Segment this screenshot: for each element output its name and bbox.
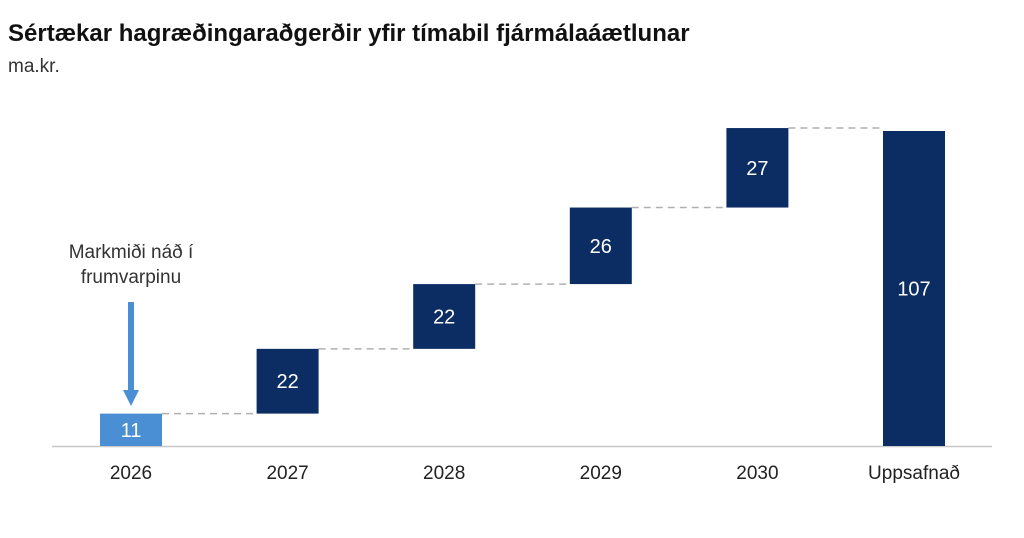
bar-2028: [413, 284, 476, 349]
bar-value-label: 11: [121, 420, 142, 442]
bar-value-label: 27: [746, 158, 768, 180]
bar-value-label: 22: [276, 371, 298, 393]
x-tick-label: 2028: [423, 463, 465, 484]
chart-title: Sértækar hagræðingaraðgerðir yfir tímabi…: [8, 20, 690, 47]
annotation-arrow-head: [123, 390, 139, 406]
bar-value-label: 26: [590, 236, 612, 258]
x-tick-label: Uppsafnað: [868, 463, 960, 484]
chart-unit-label: ma.kr.: [8, 56, 60, 77]
x-tick-label: 2029: [580, 463, 622, 484]
bar-value-label: 107: [897, 279, 930, 301]
bar-Uppsafnað: [883, 131, 945, 446]
annotation-text: Markmiði náð í: [69, 242, 194, 263]
bar-2029: [569, 207, 632, 285]
x-tick-label: 2030: [736, 463, 778, 484]
annotation-text: frumvarpinu: [81, 267, 181, 288]
x-tick-label: 2027: [266, 463, 308, 484]
bar-2026: [100, 413, 162, 446]
x-tick-label: 2026: [110, 463, 152, 484]
bar-2030: [726, 128, 789, 208]
bar-value-label: 22: [433, 306, 455, 328]
bar-2027: [256, 348, 319, 414]
annotation-arrow-shaft: [128, 302, 134, 392]
